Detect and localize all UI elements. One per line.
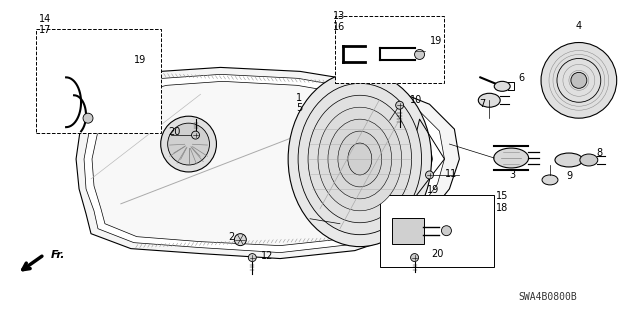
Ellipse shape (542, 175, 558, 185)
Text: 13: 13 (333, 11, 345, 21)
FancyBboxPatch shape (380, 195, 494, 267)
Circle shape (161, 116, 216, 172)
Text: 19: 19 (426, 185, 439, 195)
Text: 19: 19 (429, 35, 442, 46)
Ellipse shape (298, 83, 422, 235)
Circle shape (426, 171, 433, 179)
Ellipse shape (478, 93, 500, 107)
Text: 14: 14 (39, 14, 51, 24)
Text: 3: 3 (509, 170, 515, 180)
Text: 9: 9 (566, 171, 572, 181)
Text: 5: 5 (296, 103, 302, 113)
Text: 20: 20 (169, 127, 181, 137)
Text: 18: 18 (496, 203, 508, 213)
Text: Fr.: Fr. (51, 249, 66, 260)
Circle shape (234, 234, 246, 246)
Polygon shape (84, 74, 444, 253)
Ellipse shape (318, 107, 402, 211)
Text: 20: 20 (431, 249, 444, 259)
Circle shape (168, 123, 209, 165)
FancyBboxPatch shape (335, 16, 444, 83)
Circle shape (248, 254, 256, 262)
Ellipse shape (348, 143, 372, 175)
Text: SWA4B0800B: SWA4B0800B (519, 292, 577, 302)
Circle shape (411, 254, 419, 262)
Ellipse shape (580, 154, 598, 166)
Circle shape (83, 113, 93, 123)
Ellipse shape (555, 153, 583, 167)
FancyBboxPatch shape (36, 29, 161, 133)
Text: 15: 15 (496, 191, 509, 201)
Circle shape (571, 72, 587, 88)
Text: 17: 17 (39, 25, 52, 34)
Circle shape (442, 226, 451, 236)
Text: 11: 11 (444, 169, 457, 179)
Text: 4: 4 (576, 21, 582, 31)
FancyBboxPatch shape (392, 218, 424, 244)
Circle shape (541, 42, 617, 118)
Text: 12: 12 (261, 251, 274, 261)
Ellipse shape (493, 148, 529, 168)
Text: 7: 7 (479, 99, 486, 109)
Text: 19: 19 (134, 56, 146, 65)
Ellipse shape (308, 95, 412, 223)
Ellipse shape (494, 81, 510, 91)
Polygon shape (76, 67, 460, 259)
Text: 8: 8 (596, 148, 603, 158)
Text: 6: 6 (518, 73, 524, 83)
Ellipse shape (348, 143, 372, 175)
Text: 1: 1 (296, 93, 302, 103)
Ellipse shape (328, 119, 392, 199)
Circle shape (415, 49, 424, 59)
Ellipse shape (338, 131, 381, 187)
Circle shape (396, 101, 404, 109)
Text: 2: 2 (228, 232, 235, 242)
Text: 10: 10 (410, 95, 422, 105)
Text: 16: 16 (333, 22, 345, 32)
Circle shape (191, 131, 200, 139)
Polygon shape (92, 81, 433, 246)
Ellipse shape (288, 71, 431, 247)
